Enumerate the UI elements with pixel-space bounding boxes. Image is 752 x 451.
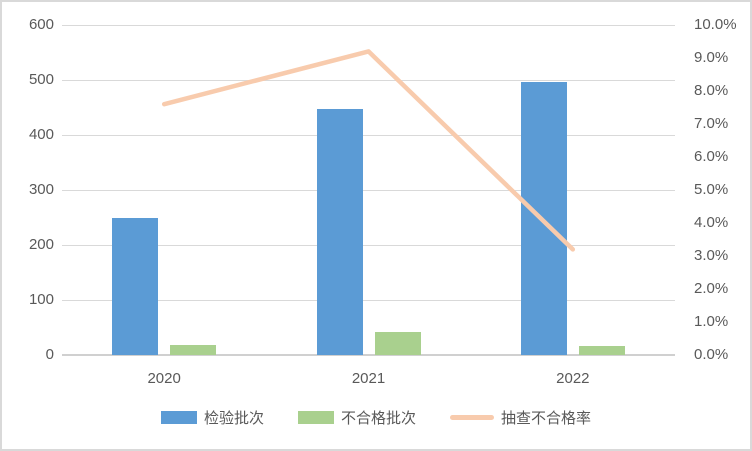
right-axis-tick: 8.0%	[694, 82, 729, 99]
bar-不合格批次	[170, 344, 217, 355]
legend: 检验批次 不合格批次 抽查不合格率	[2, 407, 750, 428]
right-axis-tick: 10.0%	[694, 16, 737, 33]
right-axis-tick: 6.0%	[694, 148, 729, 165]
gridline	[62, 245, 675, 246]
legend-item-检验批次: 检验批次	[160, 407, 264, 428]
legend-item-抽查不合格率: 抽查不合格率	[450, 407, 591, 428]
left-axis-tick: 600	[28, 16, 54, 33]
x-axis-label-2022: 2022	[556, 370, 590, 387]
right-axis-tick: 4.0%	[694, 214, 729, 231]
line-path	[161, 49, 576, 252]
right-axis-tick: 5.0%	[694, 181, 729, 198]
legend-item-不合格批次: 不合格批次	[297, 407, 416, 428]
left-axis-tick: 400	[28, 126, 54, 143]
gridline	[62, 25, 675, 26]
legend-bar-swatch	[297, 411, 334, 424]
right-axis-tick: 2.0%	[694, 280, 729, 297]
legend-label: 不合格批次	[340, 410, 416, 427]
bar-不合格批次	[578, 346, 625, 355]
left-axis-tick: 0	[45, 346, 54, 363]
legend-label: 检验批次	[203, 410, 264, 427]
right-axis-tick: 3.0%	[694, 247, 729, 264]
left-axis-tick: 200	[28, 236, 54, 253]
legend-line-swatch	[450, 415, 494, 420]
right-axis-tick: 9.0%	[694, 49, 729, 66]
gridline	[62, 190, 675, 191]
left-axis-tick: 500	[28, 71, 54, 88]
plot-area	[62, 25, 675, 356]
left-axis-tick: 100	[28, 291, 54, 308]
x-axis-line	[62, 354, 675, 356]
right-axis-tick: 0.0%	[694, 346, 729, 363]
gridline	[62, 80, 675, 81]
legend-label: 抽查不合格率	[501, 410, 592, 427]
bar-不合格批次	[374, 332, 421, 355]
x-axis-label-2020: 2020	[147, 370, 181, 387]
x-axis-label-2021: 2021	[351, 370, 386, 387]
legend-bar-swatch	[160, 411, 197, 424]
right-axis-tick: 7.0%	[694, 115, 729, 132]
bar-检验批次	[112, 217, 159, 355]
gridline	[62, 300, 675, 301]
gridline	[62, 135, 675, 136]
bar-检验批次	[316, 109, 363, 355]
right-axis-tick: 1.0%	[694, 313, 729, 330]
line-series-抽查不合格率	[161, 49, 576, 252]
left-axis-tick: 300	[28, 181, 54, 198]
